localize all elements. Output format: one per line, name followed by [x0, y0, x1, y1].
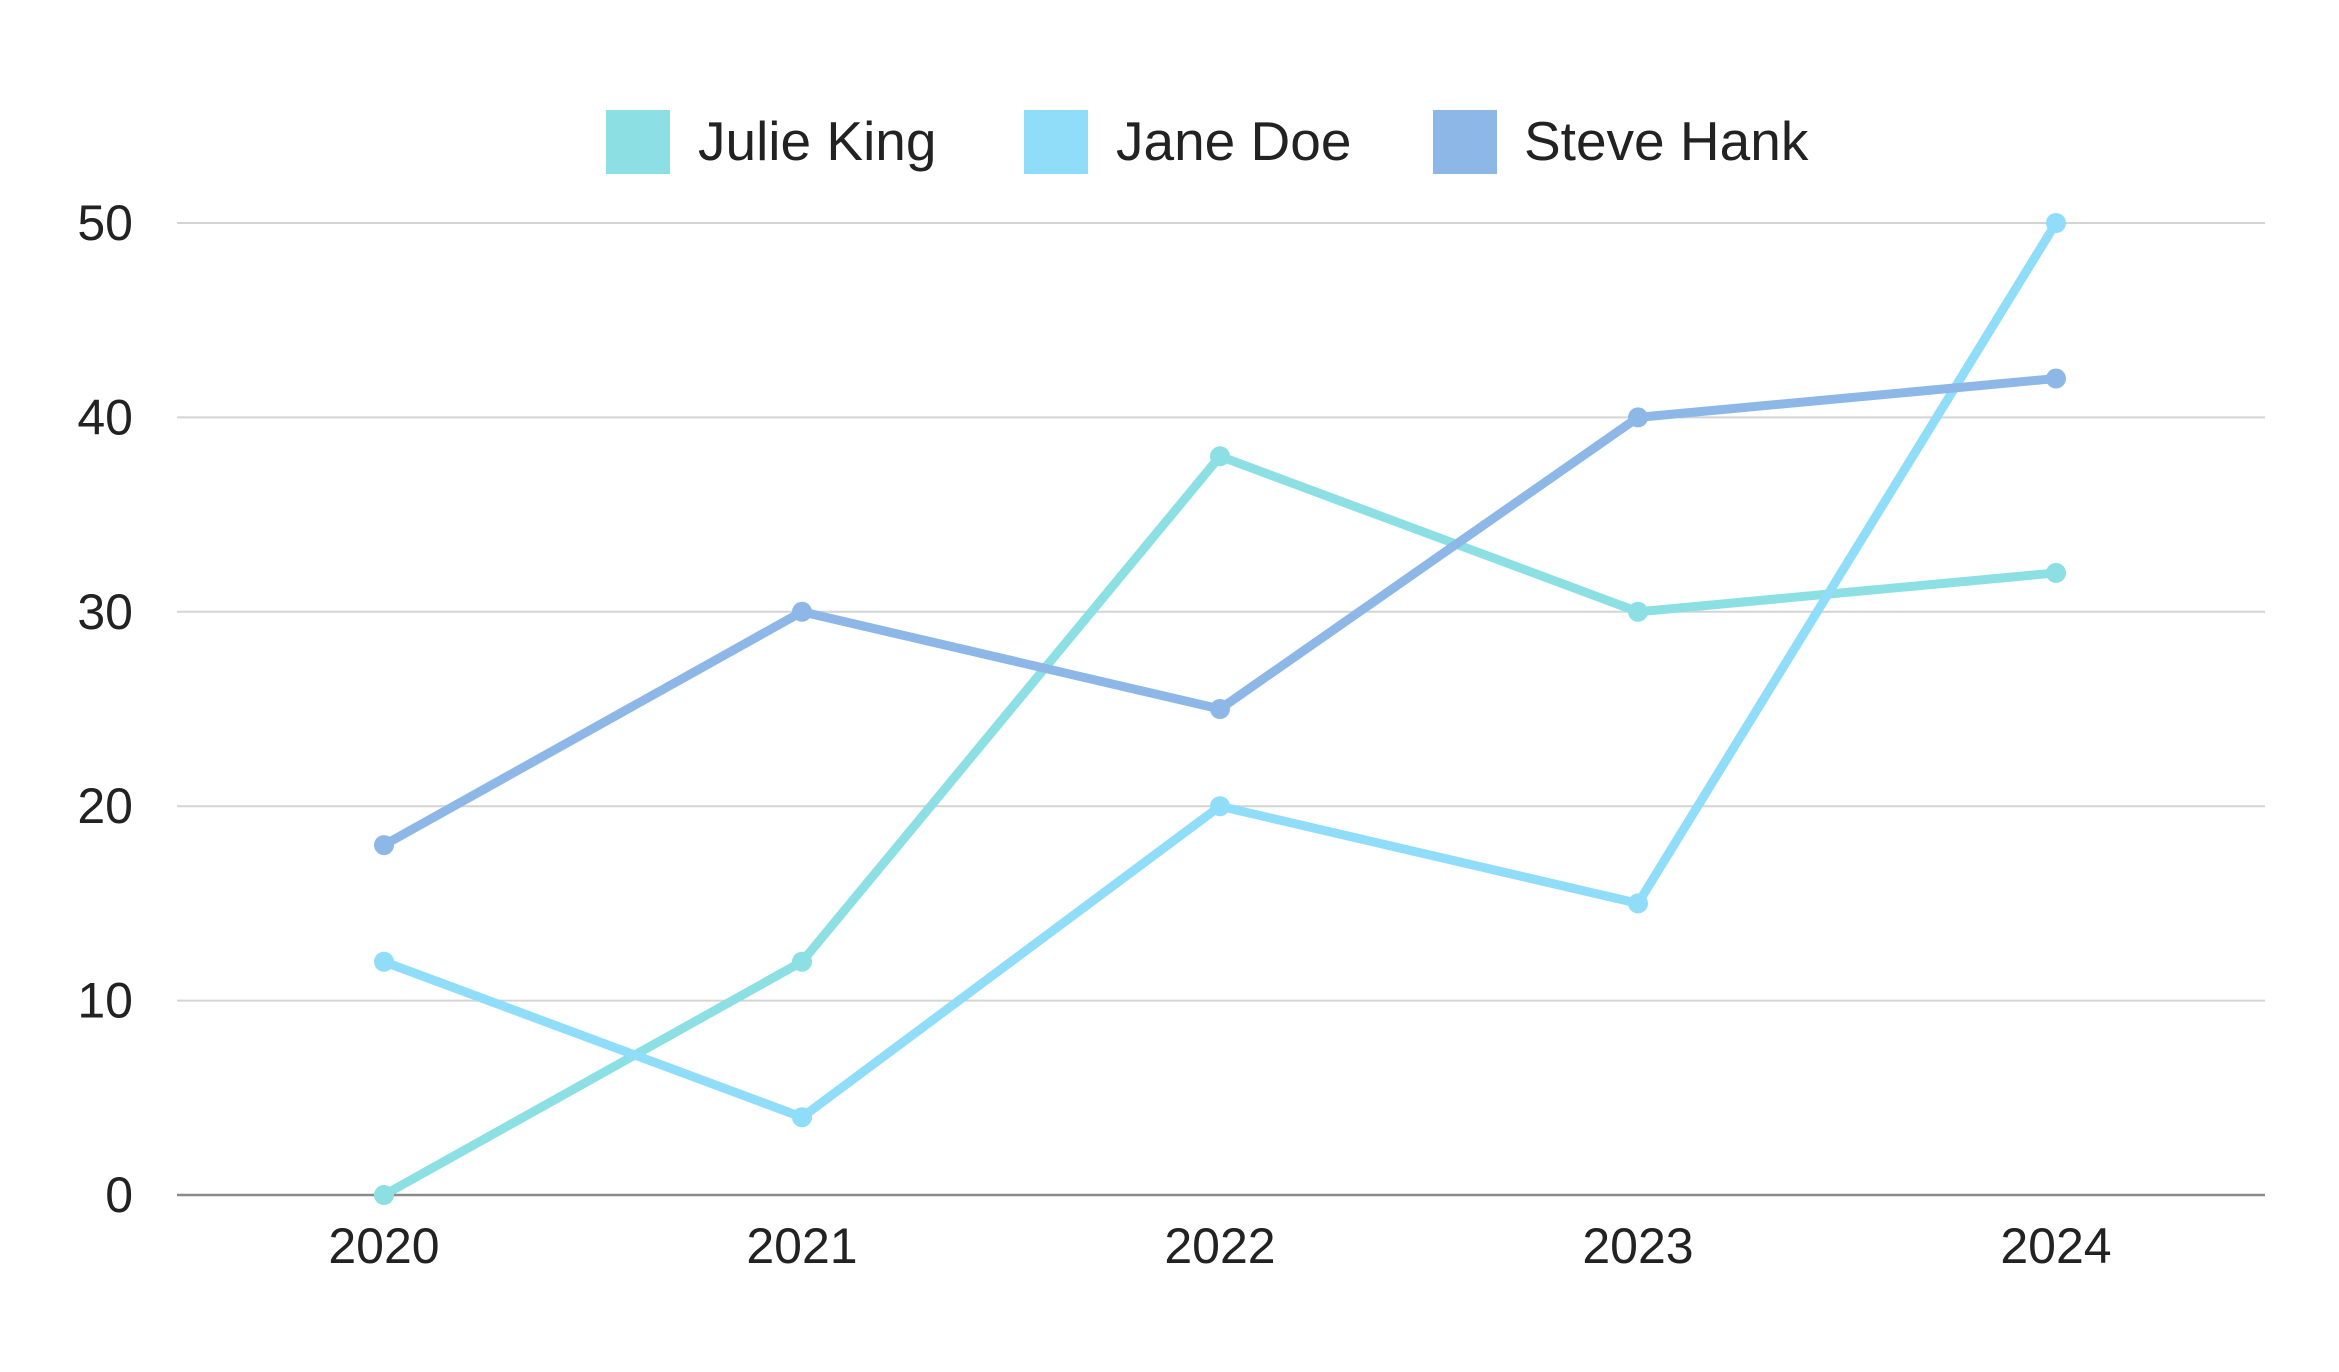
- data-point: [1210, 446, 1230, 467]
- x-tick-label: 2023: [1582, 1218, 1693, 1274]
- y-tick-label: 0: [105, 1167, 133, 1223]
- series-lines: [374, 213, 2066, 1205]
- x-tick-label: 2021: [746, 1218, 857, 1274]
- series-line: [379, 218, 2061, 1122]
- y-tick-label: 30: [77, 584, 133, 640]
- data-point: [792, 601, 812, 622]
- y-tick-label: 20: [77, 778, 133, 834]
- y-tick-label: 40: [77, 389, 133, 445]
- data-point: [2046, 213, 2066, 233]
- legend-item: Julie King: [606, 110, 936, 174]
- data-point: [1628, 601, 1648, 622]
- legend-swatch: [1024, 110, 1088, 174]
- data-point: [1210, 699, 1230, 719]
- series-line: [379, 451, 2061, 1200]
- legend-swatch: [606, 110, 670, 174]
- data-point: [792, 951, 812, 972]
- axes: 0 10 20 30 40 50 2020 2021 2022 2023 2024: [77, 195, 2111, 1274]
- legend-item: Steve Hank: [1433, 110, 1809, 174]
- data-point: [374, 1185, 394, 1205]
- data-point: [1628, 407, 1648, 428]
- data-point: [1210, 796, 1230, 817]
- data-point: [2046, 562, 2066, 583]
- legend-swatch: [1433, 110, 1497, 174]
- legend-label: Jane Doe: [1116, 110, 1351, 172]
- series-julie-king: [374, 446, 2066, 1205]
- data-point: [792, 1107, 812, 1128]
- data-point: [1628, 893, 1648, 914]
- series-steve-hank: [374, 368, 2066, 856]
- y-tick-label: 10: [77, 973, 133, 1029]
- data-point: [2046, 368, 2066, 389]
- series-jane-doe: [374, 213, 2066, 1128]
- x-tick-label: 2022: [1164, 1218, 1275, 1274]
- data-point: [374, 951, 394, 972]
- legend-label: Steve Hank: [1524, 110, 1809, 172]
- x-tick-label: 2020: [328, 1218, 439, 1274]
- legend-item: Jane Doe: [1024, 110, 1351, 174]
- data-point: [374, 835, 394, 856]
- y-tick-label: 50: [77, 195, 133, 251]
- legend-label: Julie King: [698, 110, 936, 172]
- legend: Julie King Jane Doe Steve Hank: [606, 110, 1809, 174]
- x-tick-label: 2024: [2000, 1218, 2111, 1274]
